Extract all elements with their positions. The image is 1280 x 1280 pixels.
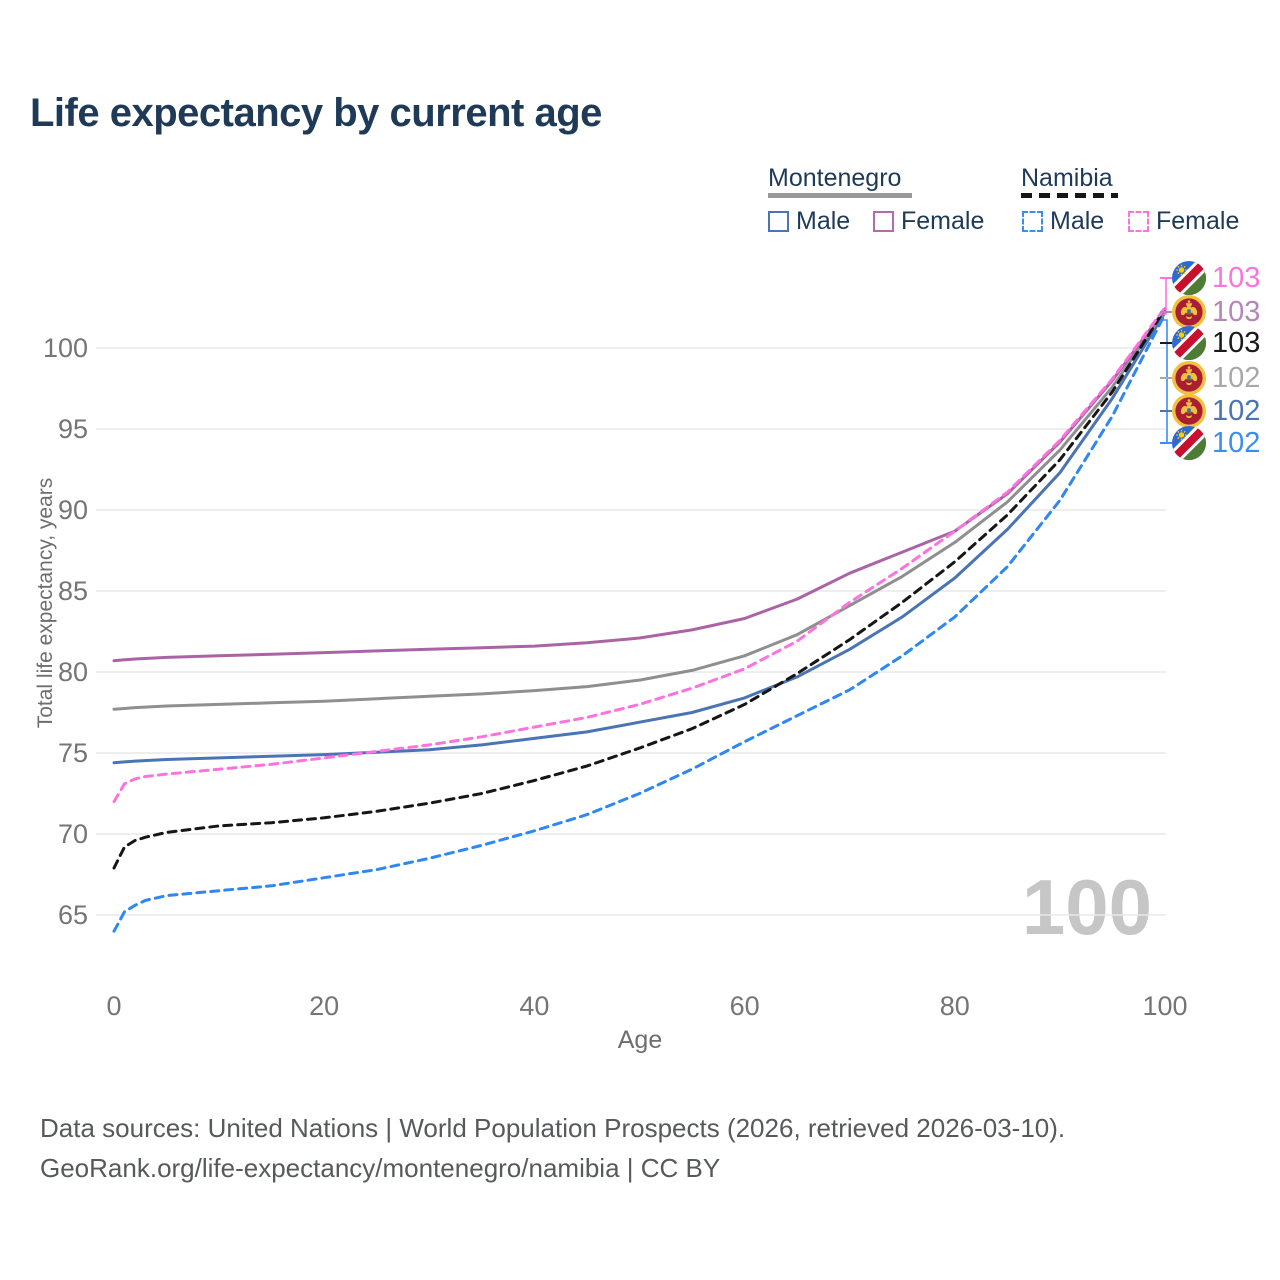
x-tick-label: 80 bbox=[939, 991, 970, 1021]
x-tick-label: 100 bbox=[1142, 991, 1188, 1021]
legend-montenegro-solid-line bbox=[768, 193, 912, 198]
end-label-value: 103 bbox=[1212, 261, 1261, 294]
georank-link[interactable]: GeoRank.org/life-expectancy/montenegro/n… bbox=[40, 1153, 721, 1183]
legend-item-label: Female bbox=[901, 207, 985, 235]
series-line-montenegro-all bbox=[112, 309, 1167, 711]
end-label-value: 103 bbox=[1212, 295, 1261, 328]
legend-item-namibia-male[interactable]: Male bbox=[1022, 207, 1104, 236]
y-tick-label: 95 bbox=[57, 414, 88, 444]
end-label-value: 103 bbox=[1212, 326, 1261, 359]
montenegro-flag-icon bbox=[1172, 361, 1206, 395]
x-tick-label: 0 bbox=[106, 991, 122, 1021]
montenegro-flag-icon bbox=[1172, 295, 1206, 329]
x-tick-label: 60 bbox=[729, 991, 760, 1021]
end-label-value: 102 bbox=[1212, 394, 1261, 427]
namibia-flag-icon bbox=[1172, 261, 1206, 295]
legend-item-namibia-female[interactable]: Female bbox=[1128, 207, 1239, 236]
x-axis-title: Age bbox=[617, 1026, 663, 1054]
series-line-montenegro-female bbox=[112, 307, 1167, 663]
legend-item-label: Male bbox=[1050, 207, 1105, 235]
end-label-namibia-all: 103 bbox=[1172, 326, 1260, 360]
page-title: Life expectancy by current age bbox=[30, 91, 602, 135]
montenegro-male-swatch-icon bbox=[768, 211, 789, 232]
end-label-montenegro-female: 103 bbox=[1172, 295, 1260, 329]
legend-item-label: Female bbox=[1156, 207, 1240, 235]
end-label-montenegro-male: 102 bbox=[1172, 394, 1260, 428]
end-label-value: 102 bbox=[1212, 426, 1261, 459]
namibia-flag-icon bbox=[1172, 326, 1206, 360]
legend-namibia-dashed-line bbox=[1021, 193, 1118, 198]
series-line-namibia-female bbox=[112, 306, 1167, 804]
x-tick-label: 40 bbox=[519, 991, 550, 1021]
y-tick-label: 75 bbox=[57, 738, 88, 768]
montenegro-flag-icon bbox=[1172, 394, 1206, 428]
series-line-namibia-male bbox=[112, 312, 1167, 933]
end-label-namibia-female: 103 bbox=[1172, 261, 1260, 295]
y-tick-label: 100 bbox=[42, 333, 88, 363]
age-axis-watermark: 100 bbox=[1021, 863, 1152, 951]
x-tick-label: 20 bbox=[309, 991, 340, 1021]
end-label-namibia-male: 102 bbox=[1172, 426, 1260, 460]
series-line-montenegro-male bbox=[112, 310, 1167, 765]
legend-item-montenegro-male[interactable]: Male bbox=[768, 207, 850, 236]
footer: Data sources: United Nations | World Pop… bbox=[40, 1108, 1065, 1188]
legend-item-label: Male bbox=[796, 207, 851, 235]
namibia-male-swatch-icon bbox=[1022, 211, 1043, 232]
y-tick-label: 85 bbox=[57, 576, 88, 606]
connector-namibia-male bbox=[1163, 319, 1172, 444]
y-tick-label: 70 bbox=[57, 819, 88, 849]
end-label-value: 102 bbox=[1212, 361, 1261, 394]
legend-item-montenegro-female[interactable]: Female bbox=[873, 207, 984, 236]
y-tick-label: 90 bbox=[57, 495, 88, 525]
data-sources-text: Data sources: United Nations | World Pop… bbox=[40, 1113, 1066, 1143]
legend-group-namibia-label: Namibia bbox=[1021, 164, 1113, 192]
namibia-female-swatch-icon bbox=[1128, 211, 1149, 232]
montenegro-female-swatch-icon bbox=[873, 211, 894, 232]
end-label-montenegro-all: 102 bbox=[1172, 361, 1260, 395]
series-line-namibia-all bbox=[112, 307, 1167, 870]
namibia-flag-icon bbox=[1172, 426, 1206, 460]
legend-group-montenegro-label: Montenegro bbox=[768, 164, 902, 192]
y-tick-label: 80 bbox=[57, 657, 88, 687]
y-tick-label: 65 bbox=[57, 900, 88, 930]
